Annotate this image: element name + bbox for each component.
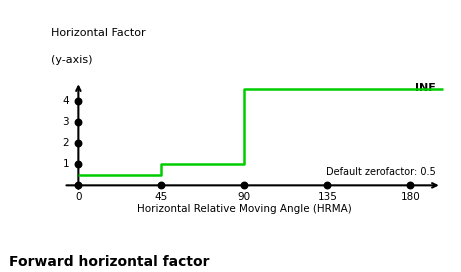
- Point: [241, 183, 248, 187]
- Point: [75, 120, 82, 125]
- Text: 2: 2: [63, 138, 69, 148]
- Point: [75, 162, 82, 166]
- Text: (y-axis): (y-axis): [51, 55, 92, 65]
- Text: Default zerofactor: 0.5: Default zerofactor: 0.5: [326, 167, 436, 177]
- Text: Horizontal Relative Moving Angle (HRMA): Horizontal Relative Moving Angle (HRMA): [137, 204, 352, 214]
- Text: 3: 3: [63, 117, 69, 127]
- Text: 0: 0: [75, 192, 82, 202]
- Text: 135: 135: [317, 192, 337, 202]
- Text: INF: INF: [415, 83, 436, 93]
- Point: [75, 141, 82, 146]
- Point: [75, 99, 82, 104]
- Text: Horizontal Factor: Horizontal Factor: [51, 28, 145, 38]
- Text: Forward horizontal factor: Forward horizontal factor: [9, 255, 210, 269]
- Text: 90: 90: [238, 192, 251, 202]
- Point: [407, 183, 414, 187]
- Text: 1: 1: [63, 159, 69, 169]
- Point: [75, 183, 82, 187]
- Point: [158, 183, 165, 187]
- Text: 4: 4: [63, 96, 69, 106]
- Text: 45: 45: [155, 192, 168, 202]
- Point: [324, 183, 331, 187]
- Text: 180: 180: [401, 192, 420, 202]
